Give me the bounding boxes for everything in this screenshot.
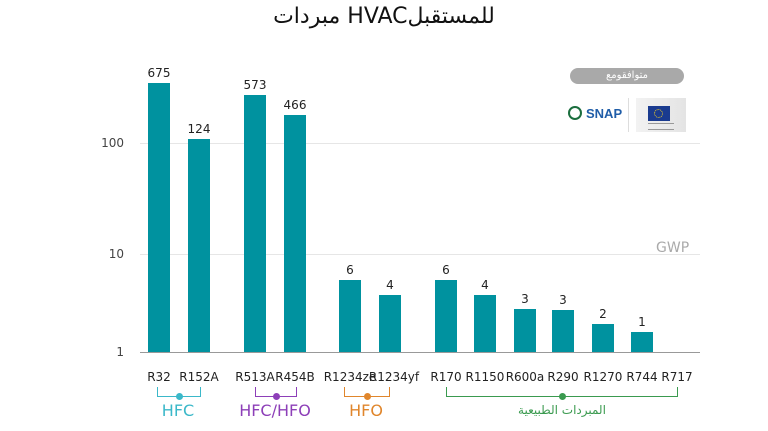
- chart-title: مبردات HVACللمستقبل: [273, 4, 495, 29]
- category-label: R1234yf: [368, 370, 420, 384]
- group-bracket-hfc-hfo: [255, 387, 297, 400]
- gridline-100: [140, 143, 700, 144]
- bar-r1150: [474, 295, 496, 352]
- bar-r600a: [514, 309, 536, 352]
- compliance-badge: متوافقومع: [570, 68, 684, 84]
- y-tick-1: 1: [116, 345, 124, 359]
- value-label: 124: [187, 122, 211, 136]
- bar-r1270: [592, 324, 614, 352]
- value-label: 573: [243, 78, 267, 92]
- bracket-dot: [273, 393, 280, 400]
- group-label-natural: المبردات الطبيعية: [518, 403, 606, 417]
- y-tick-100: 100: [101, 136, 124, 150]
- category-label: R513A: [235, 370, 275, 384]
- bracket-dot: [176, 393, 183, 400]
- group-label-hfo: HFO: [349, 401, 383, 420]
- value-label: 6: [346, 263, 354, 277]
- x-axis: [140, 352, 700, 353]
- category-label: R1234ze: [323, 370, 377, 384]
- bar-r454b: [284, 115, 306, 352]
- bar-r152a: [188, 139, 210, 352]
- eu-flag-icon: [648, 106, 670, 121]
- group-bracket-natural: [446, 387, 678, 400]
- value-label: 2: [599, 307, 607, 321]
- bar-r32: [148, 83, 170, 352]
- value-label: 4: [481, 278, 489, 292]
- group-label-hfc-hfo: HFC/HFO: [239, 401, 311, 420]
- bar-r170: [435, 280, 457, 352]
- value-label: 3: [521, 292, 529, 306]
- eu-caption: [648, 123, 674, 130]
- gridline-10: [140, 254, 700, 255]
- bar-r744: [631, 332, 653, 352]
- category-label: R32: [147, 370, 171, 384]
- category-label: R744: [626, 370, 658, 384]
- snap-logo: SNAP: [568, 104, 622, 122]
- group-label-hfc: HFC: [161, 401, 195, 420]
- value-label: 3: [559, 293, 567, 307]
- category-label: R717: [661, 370, 693, 384]
- value-label: 6: [442, 263, 450, 277]
- bar-r1234yf: [379, 295, 401, 352]
- bracket-dot: [364, 393, 371, 400]
- category-label: R290: [547, 370, 579, 384]
- value-label: 4: [386, 278, 394, 292]
- value-label: 675: [147, 66, 171, 80]
- category-label: R1150: [465, 370, 505, 384]
- bar-r513a: [244, 95, 266, 352]
- group-bracket-hfc: [157, 387, 201, 400]
- category-label: R600a: [505, 370, 545, 384]
- group-bracket-hfo: [344, 387, 390, 400]
- category-label: R170: [430, 370, 462, 384]
- bar-r1234ze: [339, 280, 361, 352]
- category-label: R454B: [275, 370, 315, 384]
- european-commission-logo: [636, 98, 686, 132]
- bar-r290: [552, 310, 574, 352]
- epa-seal-icon: [568, 106, 582, 120]
- category-label: R1270: [583, 370, 623, 384]
- snap-logo-text: SNAP: [586, 105, 623, 121]
- category-label: R152A: [179, 370, 219, 384]
- gwp-axis-label: GWP: [656, 240, 690, 256]
- value-label: 1: [638, 315, 646, 329]
- bracket-dot: [559, 393, 566, 400]
- y-tick-10: 10: [108, 247, 124, 261]
- logo-divider: [628, 98, 629, 132]
- value-label: 466: [283, 98, 307, 112]
